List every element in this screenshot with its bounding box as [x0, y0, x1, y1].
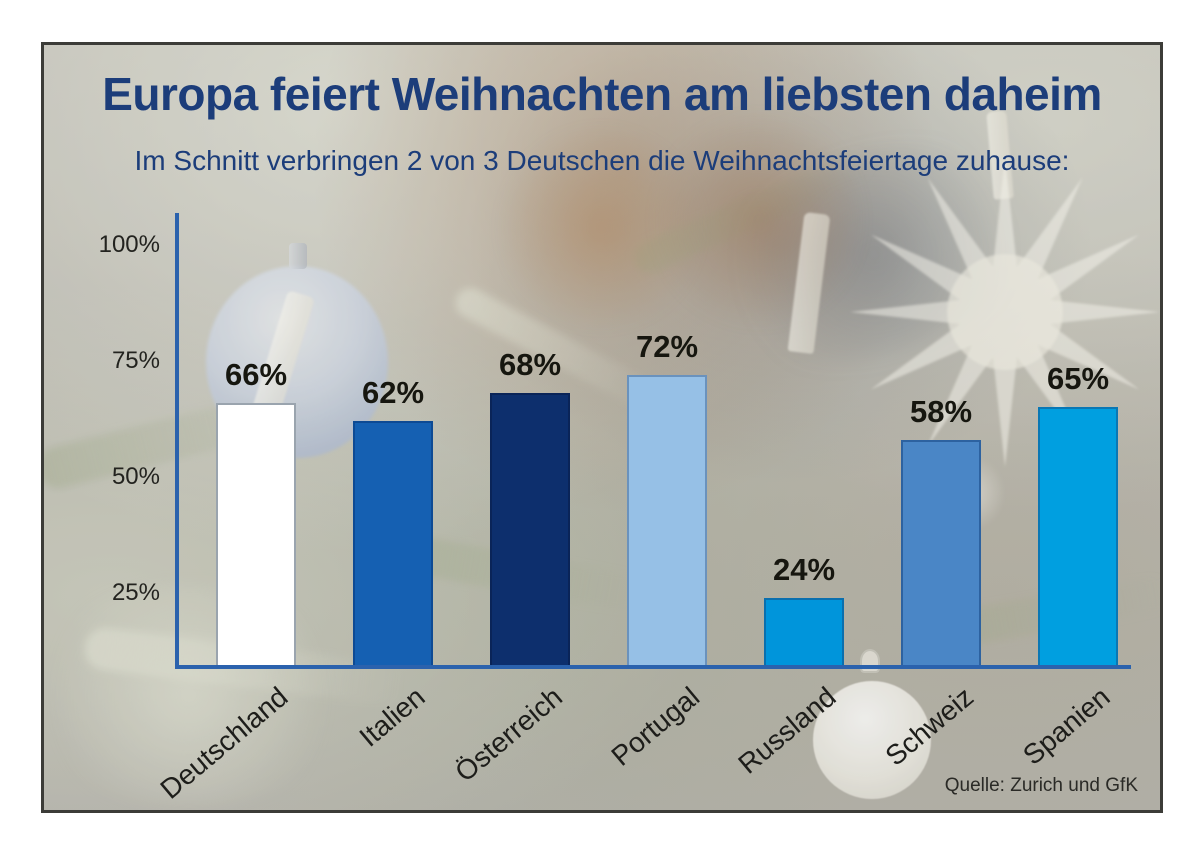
bar-value-label: 58% [909, 394, 973, 429]
bar [216, 403, 296, 667]
bar [627, 375, 707, 667]
y-axis-tick-label: 75% [111, 347, 160, 374]
chart-subtitle: Im Schnitt verbringen 2 von 3 Deutschen … [134, 145, 1070, 176]
chart-title: Europa feiert Weihnachten am liebsten da… [102, 68, 1102, 120]
y-axis-tick-label: 100% [98, 231, 160, 258]
x-axis-category-label: Deutschland [154, 681, 294, 805]
x-axis-category-label: Russland [732, 681, 842, 780]
infographic-frame: Europa feiert Weihnachten am liebsten da… [41, 42, 1163, 813]
bar [901, 440, 981, 667]
x-axis-category-label: Schweiz [879, 681, 979, 772]
bar-value-label: 62% [361, 375, 425, 410]
y-axis-tick-label: 50% [111, 463, 160, 490]
x-axis-category-label: Spanien [1017, 681, 1116, 771]
bar-value-label: 24% [772, 552, 836, 587]
y-axis-tick-label: 25% [111, 579, 160, 606]
bar [353, 421, 433, 667]
x-axis-category-label: Italien [353, 681, 431, 753]
bar-value-label: 68% [498, 347, 562, 382]
bar [490, 393, 570, 667]
source-credit: Quelle: Zurich und GfK [944, 775, 1138, 796]
bar-value-label: 66% [224, 357, 288, 392]
bar [1038, 407, 1118, 667]
bar-value-label: 72% [635, 329, 699, 364]
y-axis-line [175, 213, 179, 669]
x-axis-category-label: Portugal [605, 681, 705, 772]
bar-chart: Europa feiert Weihnachten am liebsten da… [44, 45, 1160, 810]
bar-value-label: 65% [1046, 361, 1110, 396]
bar [764, 598, 844, 667]
x-axis-category-label: Österreich [449, 681, 568, 788]
x-axis-line [175, 665, 1131, 669]
